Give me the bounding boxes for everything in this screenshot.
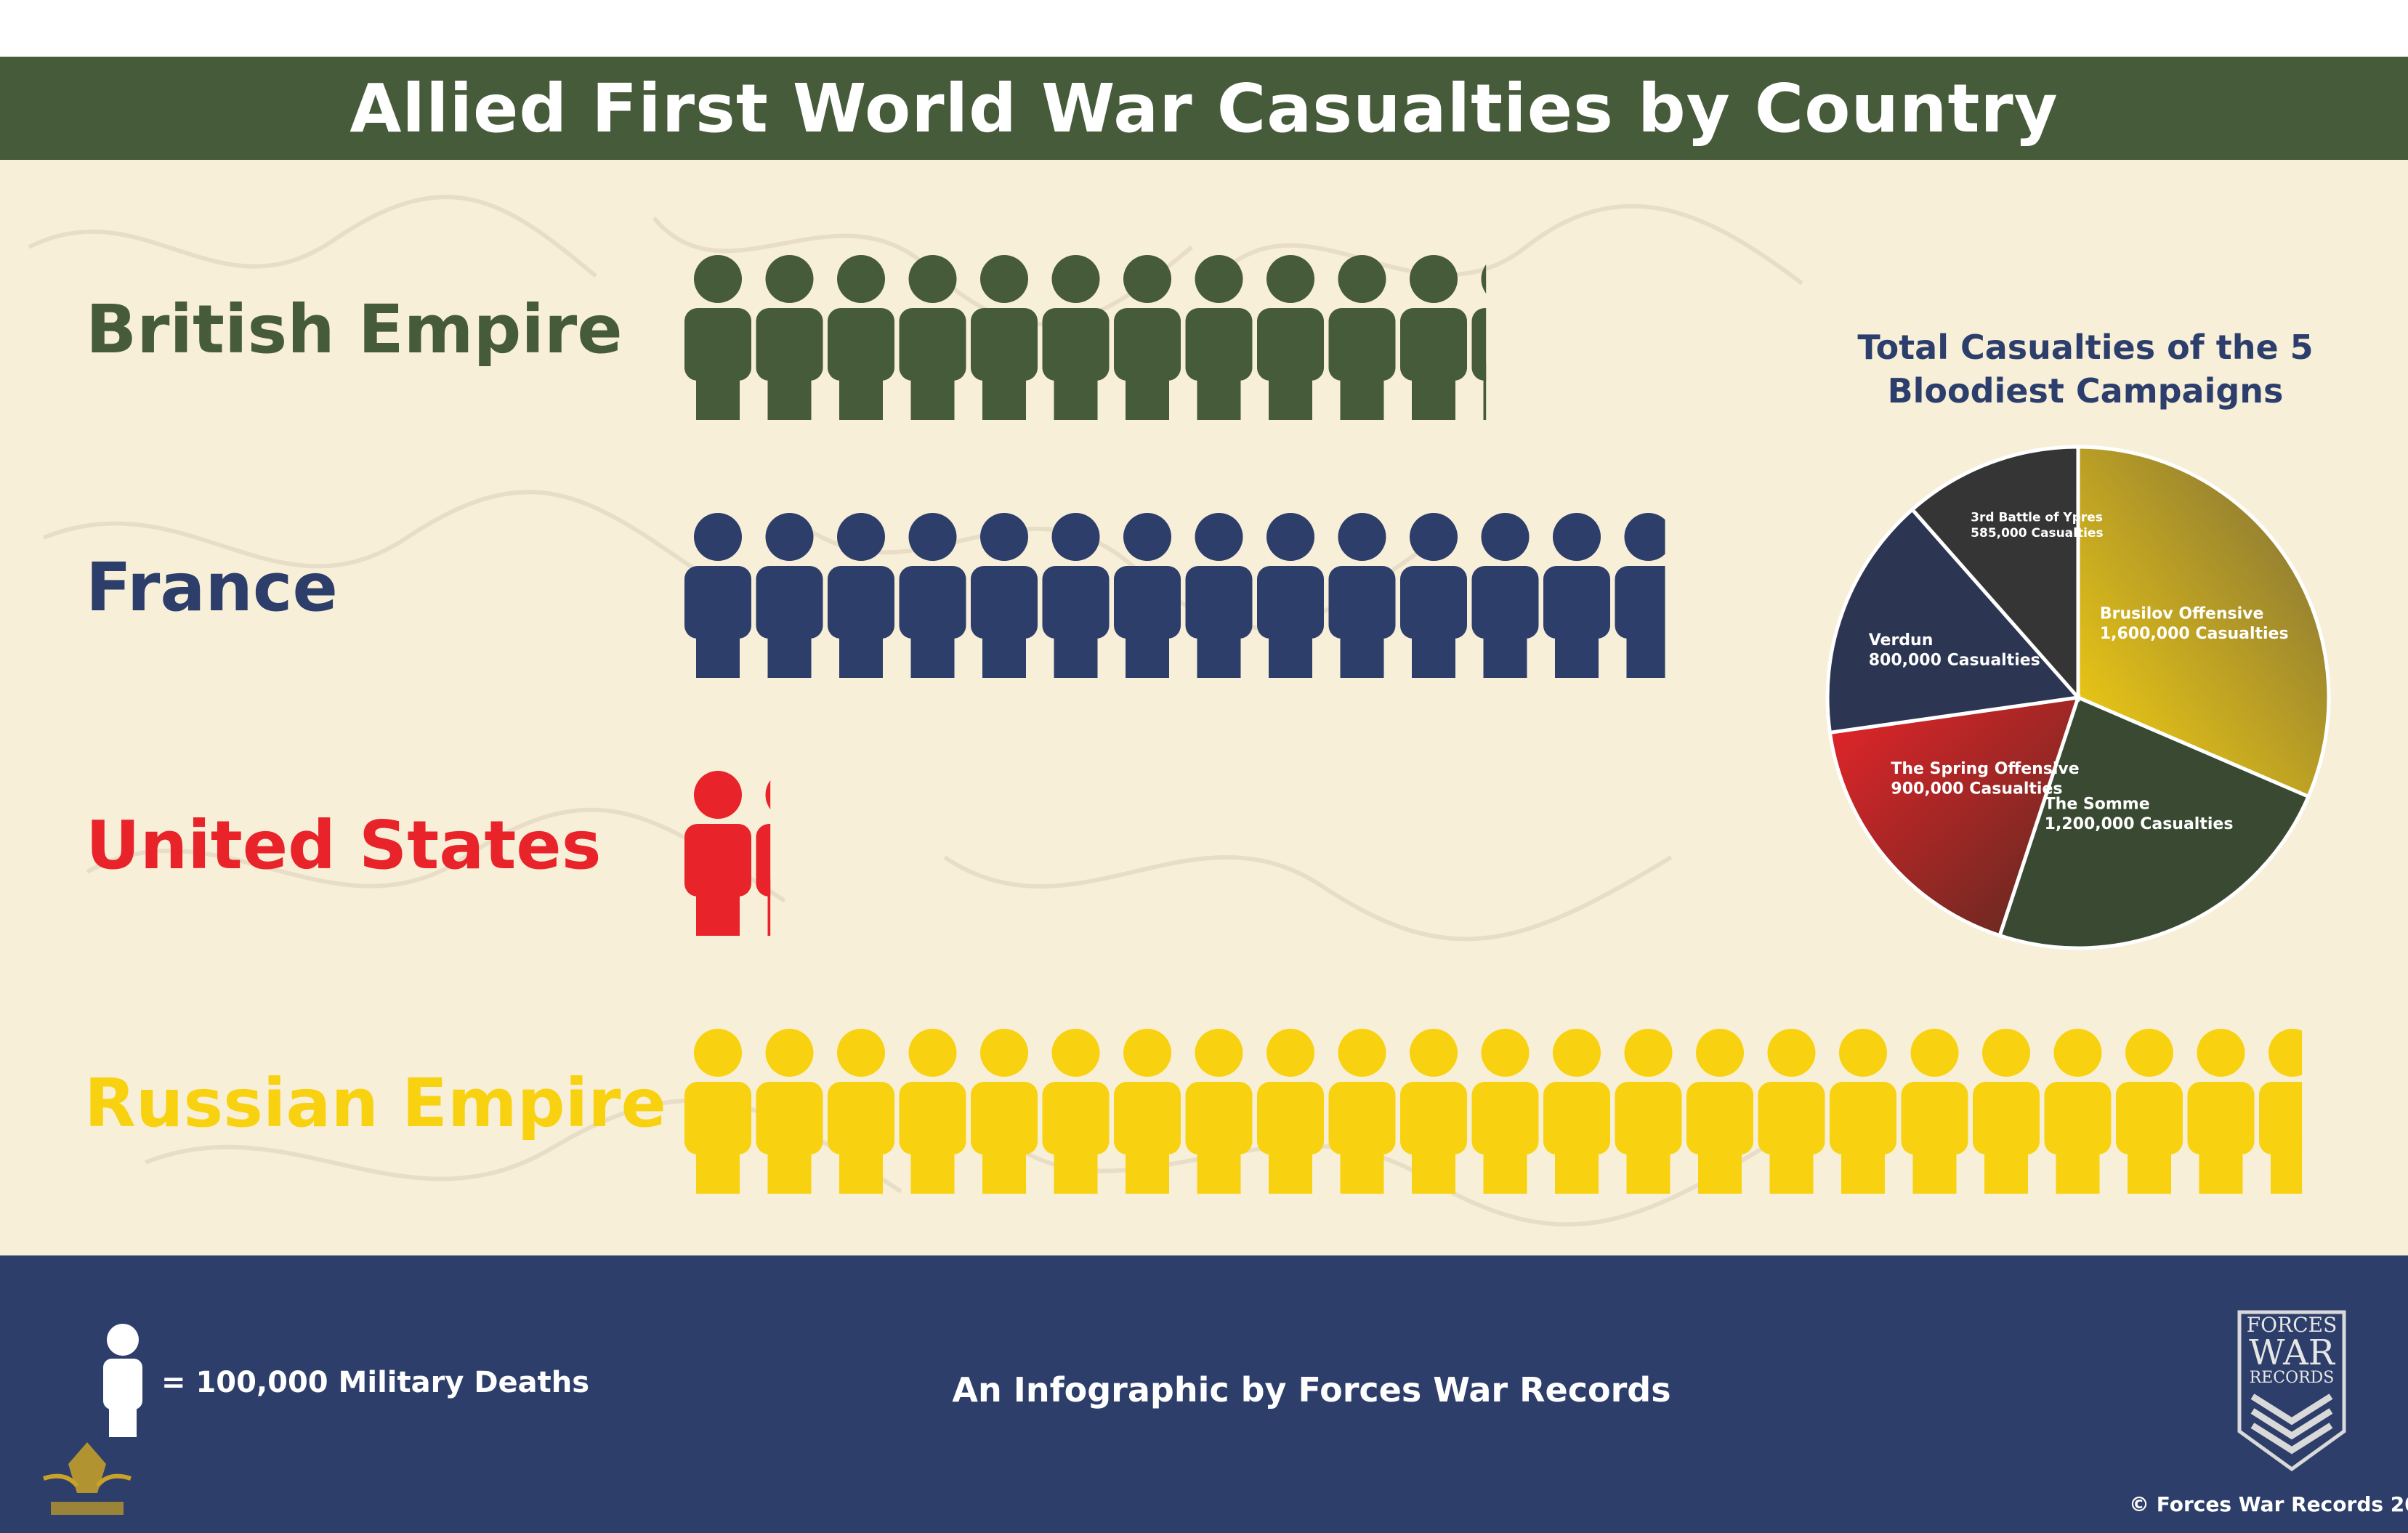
british-empire-label: British Empire [86, 291, 623, 368]
person-icon [2116, 1029, 2183, 1194]
person-icon [1328, 255, 1396, 420]
person-icon [756, 513, 823, 678]
person-icon [684, 255, 751, 420]
person-icon [756, 780, 771, 936]
united-states-label: United States [86, 806, 602, 884]
pictogram-row-british-empire [684, 255, 1487, 420]
person-icon [1042, 513, 1110, 678]
person-icon [899, 513, 966, 678]
person-icon [1257, 1029, 1324, 1194]
person-icon [1042, 255, 1110, 420]
pie-label: 3rd Battle of Ypres 585,000 Casualties [1971, 511, 2103, 541]
person-icon [684, 1029, 751, 1194]
person-icon [2187, 1029, 2255, 1194]
person-icon [1114, 1029, 1181, 1194]
credit-text: An Infographic by Forces War Records [952, 1370, 1671, 1409]
pie-slice-verdun [1825, 506, 2082, 735]
person-icon [756, 1029, 823, 1194]
logo-line-war: WAR [2249, 1332, 2335, 1373]
person-icon [1185, 255, 1253, 420]
title-banner: Allied First World War Casualties by Cou… [0, 57, 2408, 160]
pie-chart-title: Total Casualties of the 5 Bloodiest Camp… [1857, 328, 2314, 410]
person-icon [971, 513, 1038, 678]
person-icon [684, 771, 751, 936]
person-icon [1471, 264, 1487, 420]
person-icon [1973, 1029, 2040, 1194]
pie-label: The Somme 1,200,000 Casualties [2045, 796, 2234, 834]
person-icon [1471, 513, 1539, 678]
person-icon [1257, 255, 1324, 420]
pie-label: The Spring Offensive 900,000 Casualties [1891, 760, 2079, 798]
watermark-emblem [43, 1442, 132, 1515]
person-icon [899, 255, 966, 420]
person-icon [2044, 1029, 2112, 1194]
person-icon [2259, 1029, 2303, 1194]
person-icon [684, 513, 751, 678]
person-icon [1543, 513, 1610, 678]
person-icon [899, 1029, 966, 1194]
person-icon [1686, 1029, 1753, 1194]
page-title: Allied First World War Casualties by Cou… [350, 69, 2058, 147]
person-icon [1257, 513, 1324, 678]
person-icon [1042, 1029, 1110, 1194]
person-icon [103, 1324, 142, 1437]
pie-slice-3rd-battle-of-ypres [1910, 445, 2080, 703]
person-icon [1185, 1029, 1253, 1194]
person-icon [1400, 1029, 1467, 1194]
logo-line-records: RECORDS [2249, 1369, 2335, 1387]
person-icon [828, 1029, 894, 1194]
person-icon [1114, 255, 1181, 420]
russian-empire-label: Russian Empire [84, 1064, 666, 1142]
person-icon [1901, 1029, 1968, 1194]
person-icon [1615, 1029, 1682, 1194]
pie-slice-the-somme [1997, 695, 2311, 950]
top-strip [0, 0, 2408, 57]
person-icon [1471, 1029, 1539, 1194]
legend-label: = 100,000 Military Deaths [161, 1366, 590, 1399]
pie-slice-brusilov-offensive [2076, 445, 2331, 799]
france-label: France [86, 549, 338, 626]
person-icon [971, 255, 1038, 420]
pie-label: Brusilov Offensive 1,600,000 Casualties [2100, 604, 2289, 643]
person-icon [828, 255, 894, 420]
person-icon [1758, 1029, 1825, 1194]
person-icon [1400, 255, 1467, 420]
pie-label: Verdun 800,000 Casualties [1869, 631, 2040, 670]
person-icon [1615, 513, 1665, 678]
pictogram-row-russian-empire [684, 1029, 2303, 1194]
person-icon [756, 255, 823, 420]
person-icon [971, 1029, 1038, 1194]
person-icon [1185, 513, 1253, 678]
footer [0, 1255, 2408, 1533]
person-icon [828, 513, 894, 678]
person-icon [1830, 1029, 1896, 1194]
forces-war-records-logo [2237, 1310, 2346, 1472]
pictogram-row-france [684, 513, 1665, 678]
logo-line-forces: FORCES [2246, 1313, 2338, 1337]
person-icon [1400, 513, 1467, 678]
copyright-text: © Forces War Records 2014 [2129, 1492, 2408, 1516]
person-icon [1328, 513, 1396, 678]
pictogram-row-united-states [684, 771, 771, 936]
person-icon [1328, 1029, 1396, 1194]
casualties-pie-chart: Brusilov Offensive 1,600,000 Casualties Th… [1825, 445, 2331, 950]
pie-slice-the-spring-offensive [1827, 695, 2081, 938]
person-icon [1543, 1029, 1610, 1194]
person-icon [1114, 513, 1181, 678]
